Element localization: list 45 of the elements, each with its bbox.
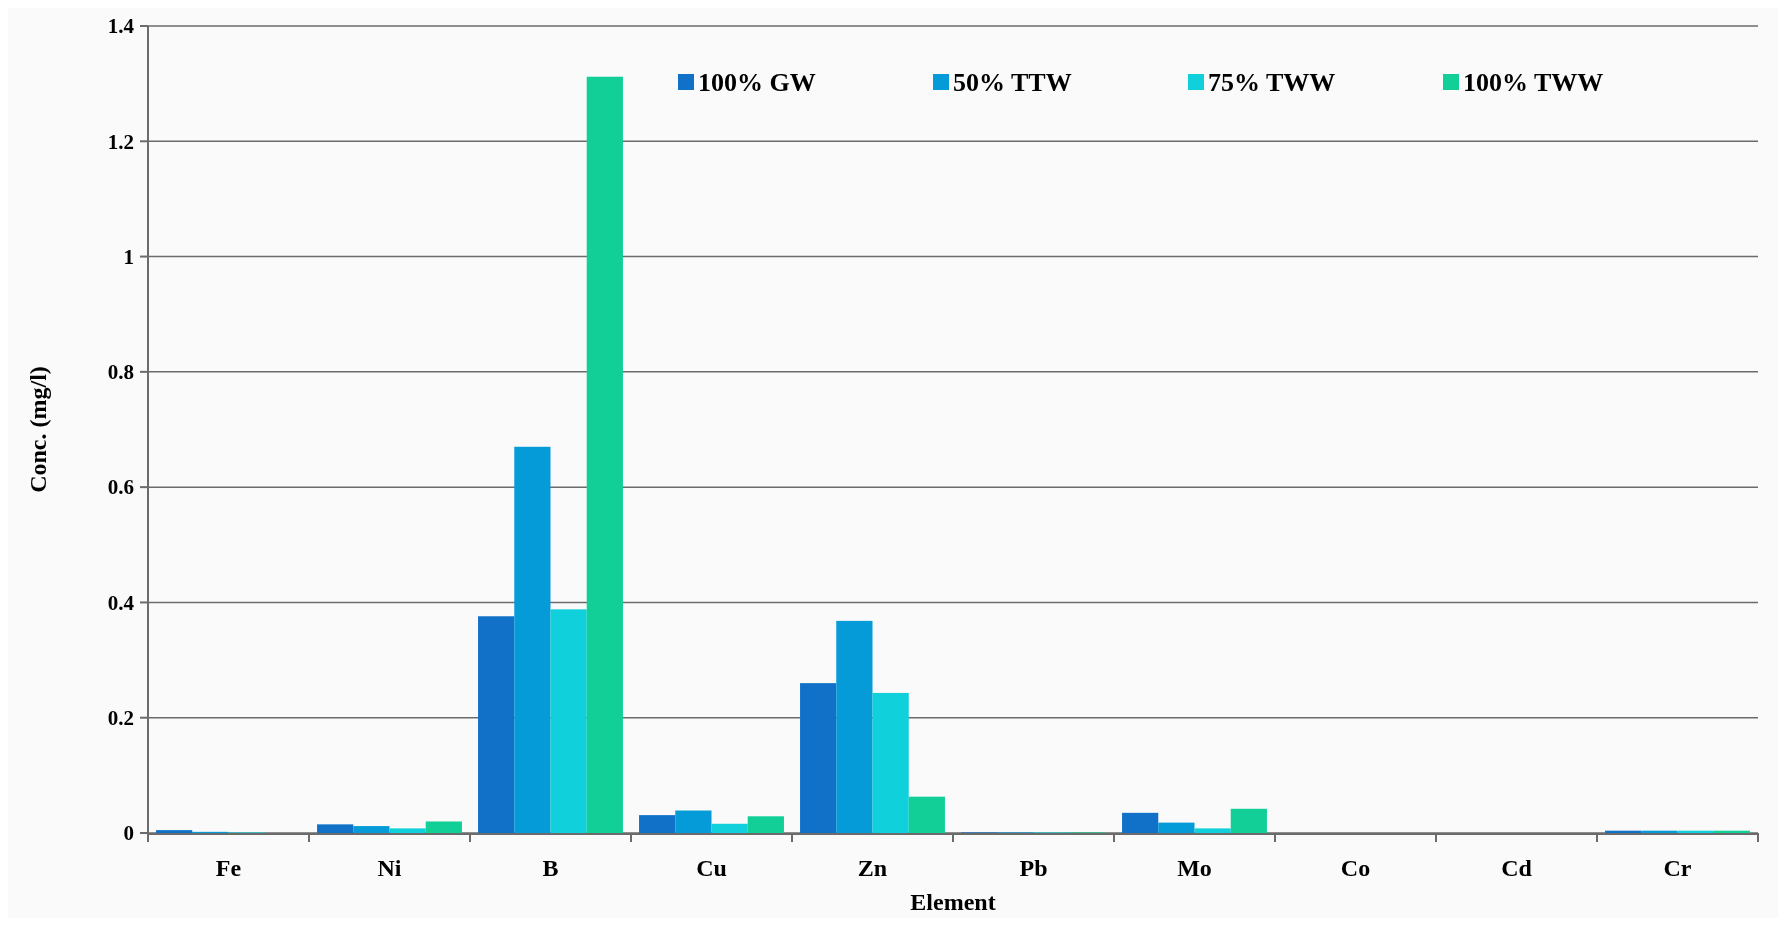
bar — [800, 683, 837, 833]
x-tick-label: Cu — [696, 855, 727, 881]
bar — [1158, 822, 1195, 833]
legend-label: 100% TWW — [1463, 68, 1604, 98]
bar — [425, 821, 462, 833]
x-tick-label: Pb — [1019, 855, 1048, 881]
bar — [353, 826, 390, 833]
x-tick-label: Co — [1340, 855, 1371, 881]
bar — [586, 76, 623, 833]
bar — [639, 815, 676, 833]
legend-label: 100% GW — [698, 68, 816, 98]
y-tick-label: 0.6 — [107, 475, 134, 500]
y-tick-label: 0 — [123, 821, 134, 846]
y-tick-label: 0.2 — [107, 706, 134, 731]
x-tick-label: Cd — [1501, 855, 1533, 881]
y-tick-label: 1.4 — [107, 14, 135, 39]
y-tick-label: 0.8 — [107, 360, 134, 385]
bar — [389, 828, 426, 833]
x-tick-label: Fe — [215, 855, 242, 881]
y-axis-title: Conc. (mg/l) — [25, 366, 51, 493]
bar — [908, 796, 945, 833]
bar — [872, 692, 909, 833]
y-tick-label: 1 — [123, 244, 134, 269]
bar — [1230, 808, 1267, 833]
bar — [317, 824, 354, 833]
bar — [514, 446, 551, 833]
bar — [478, 616, 515, 833]
legend-label: 75% TWW — [1208, 68, 1336, 98]
x-tick-label: Zn — [857, 855, 888, 881]
bar — [836, 620, 873, 833]
x-axis-title: Element — [910, 889, 996, 915]
x-tick-label: Mo — [1177, 855, 1212, 881]
bar — [747, 816, 784, 833]
bar — [675, 810, 712, 833]
bar — [711, 823, 748, 833]
x-tick-label: B — [542, 855, 559, 881]
x-tick-label: Ni — [377, 855, 402, 881]
bar — [1122, 812, 1159, 833]
y-tick-label: 0.4 — [107, 590, 135, 615]
bar — [550, 609, 587, 833]
legend-label: 50% TTW — [953, 68, 1072, 98]
x-tick-label: Cr — [1663, 855, 1692, 881]
bar — [156, 830, 193, 833]
bar — [1194, 828, 1231, 833]
y-tick-label: 1.2 — [107, 129, 134, 154]
